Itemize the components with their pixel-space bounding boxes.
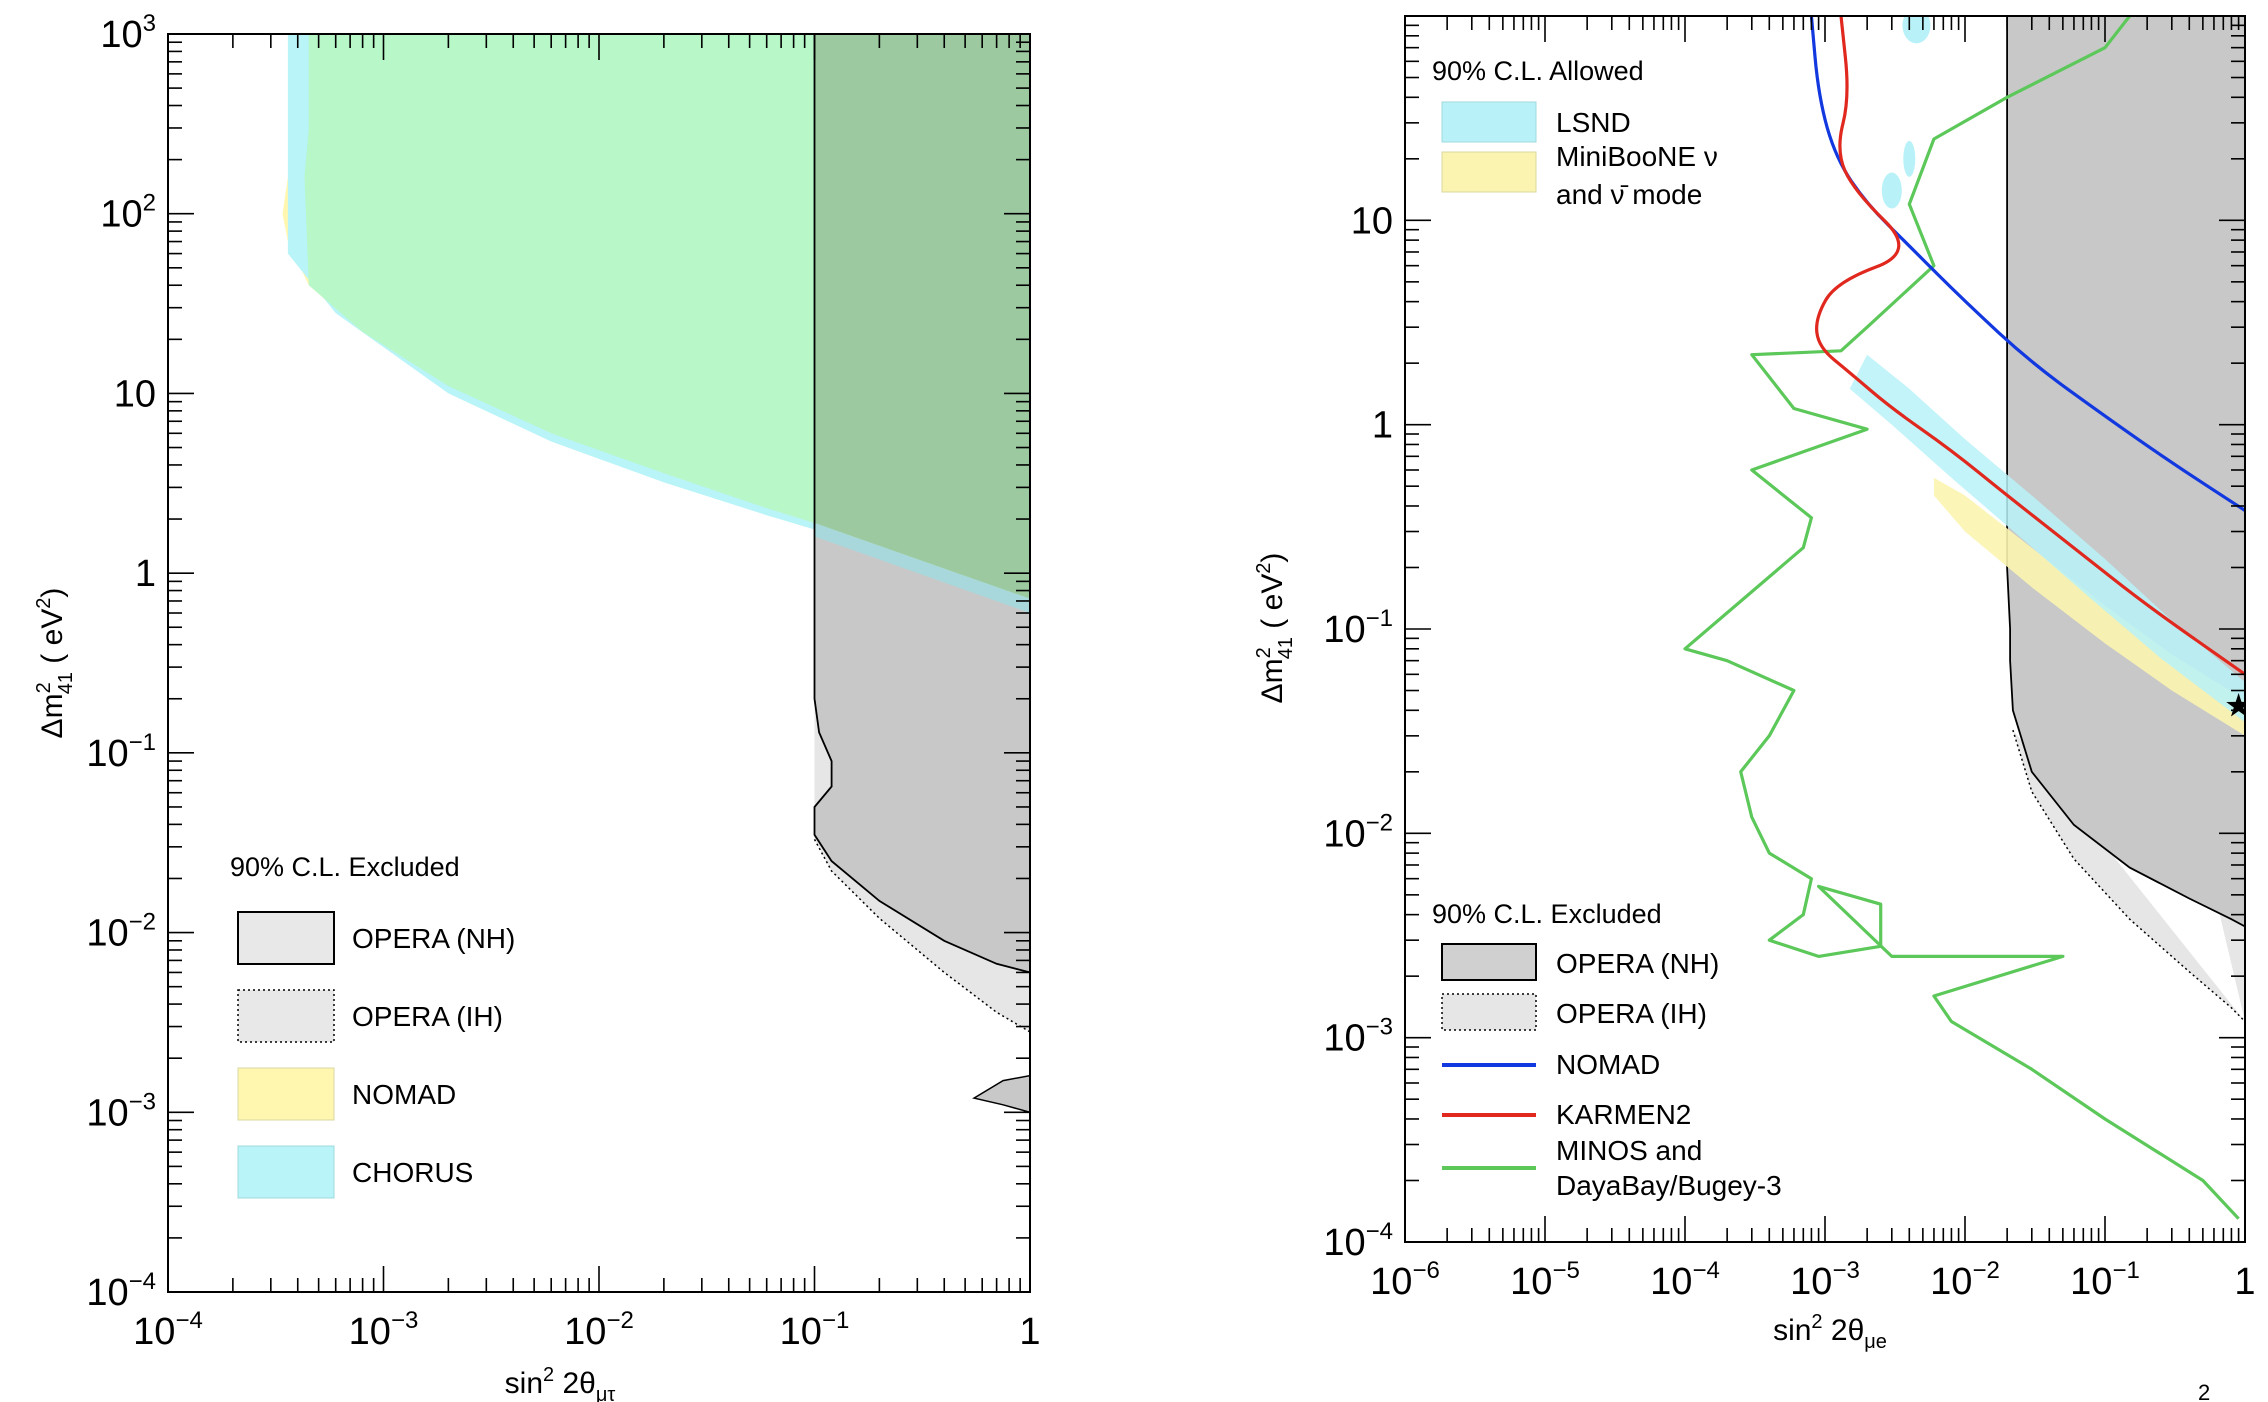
x-tick-label: 10−6	[1370, 1257, 1440, 1303]
legend-label-opera-nh: OPERA (NH)	[352, 923, 515, 954]
x-tick-label: 10−1	[780, 1307, 850, 1353]
left-x-axis-title: sin2 2θμτ	[505, 1364, 616, 1402]
legend-label-miniboone-2: and ν̄ mode	[1556, 179, 1702, 210]
legend-swatch-opera-ih	[237, 989, 335, 1043]
x-tick-label: 10−4	[1650, 1257, 1720, 1303]
legend-swatch-chorus	[237, 1145, 335, 1199]
legend-label-chorus: CHORUS	[352, 1157, 473, 1188]
legend-label-r-nomad: NOMAD	[1556, 1049, 1660, 1080]
y-tick-label: 102	[100, 190, 156, 236]
legend-label-miniboone-1: MiniBooNE ν	[1556, 141, 1718, 172]
right-line-minos	[1683, 16, 2240, 1220]
right-lsnd-island	[1902, 16, 1931, 44]
left-opera-island	[972, 1074, 1030, 1114]
right-x-axis-title: sin2 2θμe	[1773, 1311, 1887, 1353]
y-tick-label: 10−2	[86, 909, 156, 955]
legend-swatch-opera-nh	[237, 911, 335, 965]
left-y-axis-title: Δm241 ( eV2)	[33, 588, 77, 739]
left-opera-nh-boundary	[813, 34, 1030, 974]
right-lsnd-island	[1903, 140, 1916, 177]
legend-swatch-miniboone	[1441, 151, 1537, 193]
left-chart: 10−4 10−3 10−2 10−1 1 10−4 10−3 10−2 10−1 1 10 102 1…	[33, 10, 1041, 1402]
x-tick-label: 10−5	[1510, 1257, 1580, 1303]
right-miniboone-band	[1933, 477, 2245, 736]
x-tick-label: 10−2	[564, 1307, 634, 1353]
y-tick-label: 10	[1351, 200, 1393, 242]
legend-swatch-nomad	[237, 1067, 335, 1121]
right-lsnd-island	[1881, 172, 1902, 209]
y-tick-label: 10−4	[86, 1268, 156, 1314]
legend-label-nomad: NOMAD	[352, 1079, 456, 1110]
right-y-axis-title: Δm241 ( eV2)	[1253, 553, 1297, 704]
x-tick-label: 1	[1019, 1311, 1040, 1353]
y-tick-label: 10−1	[86, 729, 156, 775]
y-tick-label: 10−3	[86, 1088, 156, 1134]
corner-superscript: 2	[2198, 1380, 2210, 1402]
left-legend: 90% C.L. Excluded OPERA (NH) OPERA (IH) …	[230, 852, 515, 1199]
legend-label-opera-ih: OPERA (IH)	[352, 1001, 503, 1032]
right-legend-excluded: 90% C.L. Excluded OPERA (NH) OPERA (IH) …	[1432, 899, 1782, 1201]
right-line-karmen2	[1815, 16, 2245, 676]
legend-label-lsnd: LSND	[1556, 107, 1631, 138]
legend-allowed-title: 90% C.L. Allowed	[1432, 56, 1644, 86]
x-tick-label: 10−1	[2070, 1257, 2140, 1303]
x-tick-label: 1	[2234, 1261, 2255, 1303]
y-tick-label: 10−3	[1323, 1014, 1393, 1060]
y-tick-label: 1	[135, 553, 156, 595]
x-tick-label: 10−4	[133, 1307, 203, 1353]
legend-label-r-minos-2: DayaBay/Bugey-3	[1556, 1170, 1782, 1201]
y-tick-label: 1	[1372, 405, 1393, 447]
y-tick-label: 10−4	[1323, 1218, 1393, 1264]
legend-label-r-karmen: KARMEN2	[1556, 1099, 1691, 1130]
left-chorus-over-opera	[814, 523, 1030, 614]
legend-label-r-minos-1: MINOS and	[1556, 1135, 1702, 1166]
left-opera-ih-boundary	[813, 839, 1030, 1033]
right-legend-allowed: 90% C.L. Allowed LSND MiniBooNE ν and ν̄…	[1432, 56, 1718, 210]
legend-label-r-opera-nh: OPERA (NH)	[1556, 948, 1719, 979]
x-tick-label: 10−2	[1930, 1257, 2000, 1303]
y-tick-label: 10−2	[1323, 809, 1393, 855]
right-opera-ih-boundary	[2012, 729, 2245, 1023]
left-legend-title: 90% C.L. Excluded	[230, 852, 460, 882]
y-tick-label: 10−1	[1323, 605, 1393, 651]
legend-label-r-opera-ih: OPERA (IH)	[1556, 998, 1707, 1029]
legend-swatch-lsnd	[1441, 101, 1537, 143]
legend-excluded-title: 90% C.L. Excluded	[1432, 899, 1662, 929]
y-tick-label: 10	[114, 373, 156, 415]
y-tick-label: 103	[100, 10, 156, 56]
x-tick-label: 10−3	[349, 1307, 419, 1353]
x-tick-label: 10−3	[1790, 1257, 1860, 1303]
right-chart: 10−6 10−5 10−4 10−3 10−2 10−1 1 10−4 10−3 10−2 10−…	[1253, 15, 2256, 1353]
left-dark-overlap	[814, 34, 1030, 599]
legend-swatch-r-opera-ih	[1441, 993, 1537, 1031]
right-lsnd-band	[1849, 354, 2245, 723]
right-line-nomad	[1809, 16, 2245, 512]
legend-swatch-r-opera-nh	[1441, 943, 1537, 981]
